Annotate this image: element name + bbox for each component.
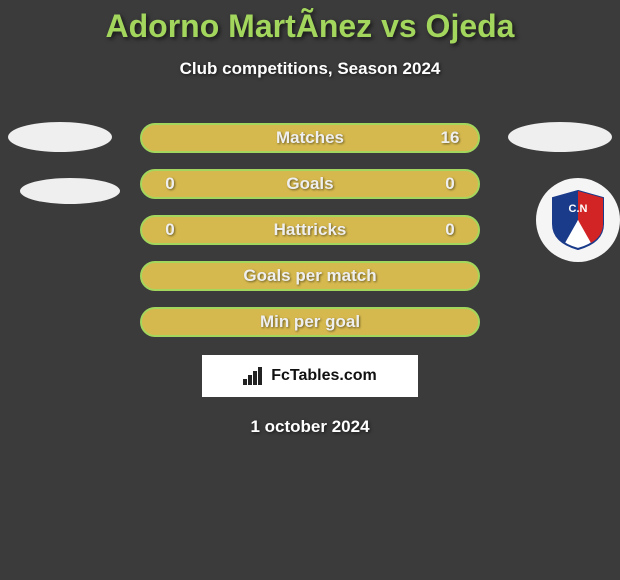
stat-right-value: 0 <box>436 174 464 194</box>
left-ellipse-1 <box>8 122 112 152</box>
shield-icon: C.N <box>551 190 605 250</box>
stat-row-matches: Matches 16 <box>140 123 480 153</box>
stat-label: Hattricks <box>184 220 436 240</box>
attribution-text: FcTables.com <box>271 367 377 385</box>
stat-label: Matches <box>184 128 436 148</box>
svg-text:C.N: C.N <box>569 203 588 215</box>
attribution-box: FcTables.com <box>202 355 418 397</box>
right-ellipse-top <box>508 122 612 152</box>
stat-left-value: 0 <box>156 220 184 240</box>
stat-row-hattricks: 0 Hattricks 0 <box>140 215 480 245</box>
stat-right-value: 0 <box>436 220 464 240</box>
stat-label: Min per goal <box>184 312 436 332</box>
date-text: 1 october 2024 <box>0 417 620 437</box>
club-badge-right: C.N <box>536 178 620 262</box>
stats-area: Matches 16 0 Goals 0 0 Hattricks 0 Goals… <box>0 123 620 337</box>
stat-row-gpm: Goals per match <box>140 261 480 291</box>
subtitle: Club competitions, Season 2024 <box>0 59 620 79</box>
stat-label: Goals per match <box>184 266 436 286</box>
stat-row-mpg: Min per goal <box>140 307 480 337</box>
stat-row-goals: 0 Goals 0 <box>140 169 480 199</box>
stat-left-value: 0 <box>156 174 184 194</box>
stat-right-value: 16 <box>436 128 464 148</box>
bars-icon <box>243 367 265 385</box>
left-ellipse-2 <box>20 178 120 204</box>
page-title: Adorno MartÃ­nez vs Ojeda <box>0 0 620 45</box>
stat-label: Goals <box>184 174 436 194</box>
